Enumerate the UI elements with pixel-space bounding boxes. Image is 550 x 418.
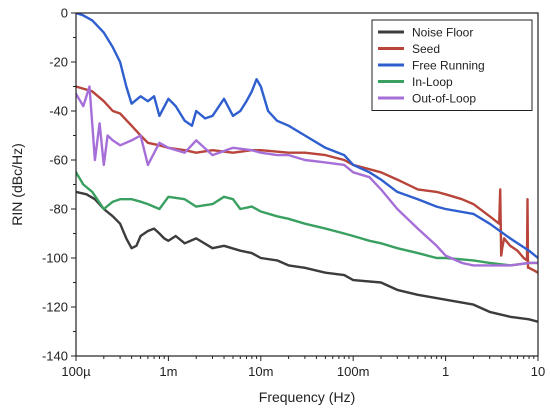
series-line-out-of-loop [76,87,538,266]
legend-label-out-of-loop: Out-of-Loop [412,92,476,106]
series-line-noise-floor [76,192,538,322]
y-tick-label: -60 [49,153,68,168]
x-tick-label: 10 [531,364,545,379]
legend-label-free-running: Free Running [412,59,485,73]
legend: Noise Floor Seed Free Running In-Loop Out-of… [372,20,532,111]
x-axis-title: Frequency (Hz) [259,389,355,405]
y-tick-label: 0 [61,6,68,21]
legend-label-noise-floor: Noise Floor [412,26,473,40]
legend-label-seed: Seed [412,42,440,56]
y-tick-label: -20 [49,55,68,70]
y-tick-label: -100 [42,251,68,266]
y-tick-label: -80 [49,202,68,217]
y-tick-label: -120 [42,300,68,315]
series-line-in-loop [76,172,538,265]
x-tick-label: 10m [248,364,273,379]
x-tick-label: 100m [337,364,370,379]
x-tick-label: 100µ [61,364,91,379]
x-tick-label: 1 [442,364,449,379]
y-tick-label: -140 [42,349,68,364]
y-tick-label: -40 [49,104,68,119]
x-tick-label: 1m [159,364,177,379]
legend-label-in-loop: In-Loop [412,75,453,89]
series-line-seed [76,87,538,273]
y-axis-title: RIN (dBc/Hz) [9,143,25,225]
